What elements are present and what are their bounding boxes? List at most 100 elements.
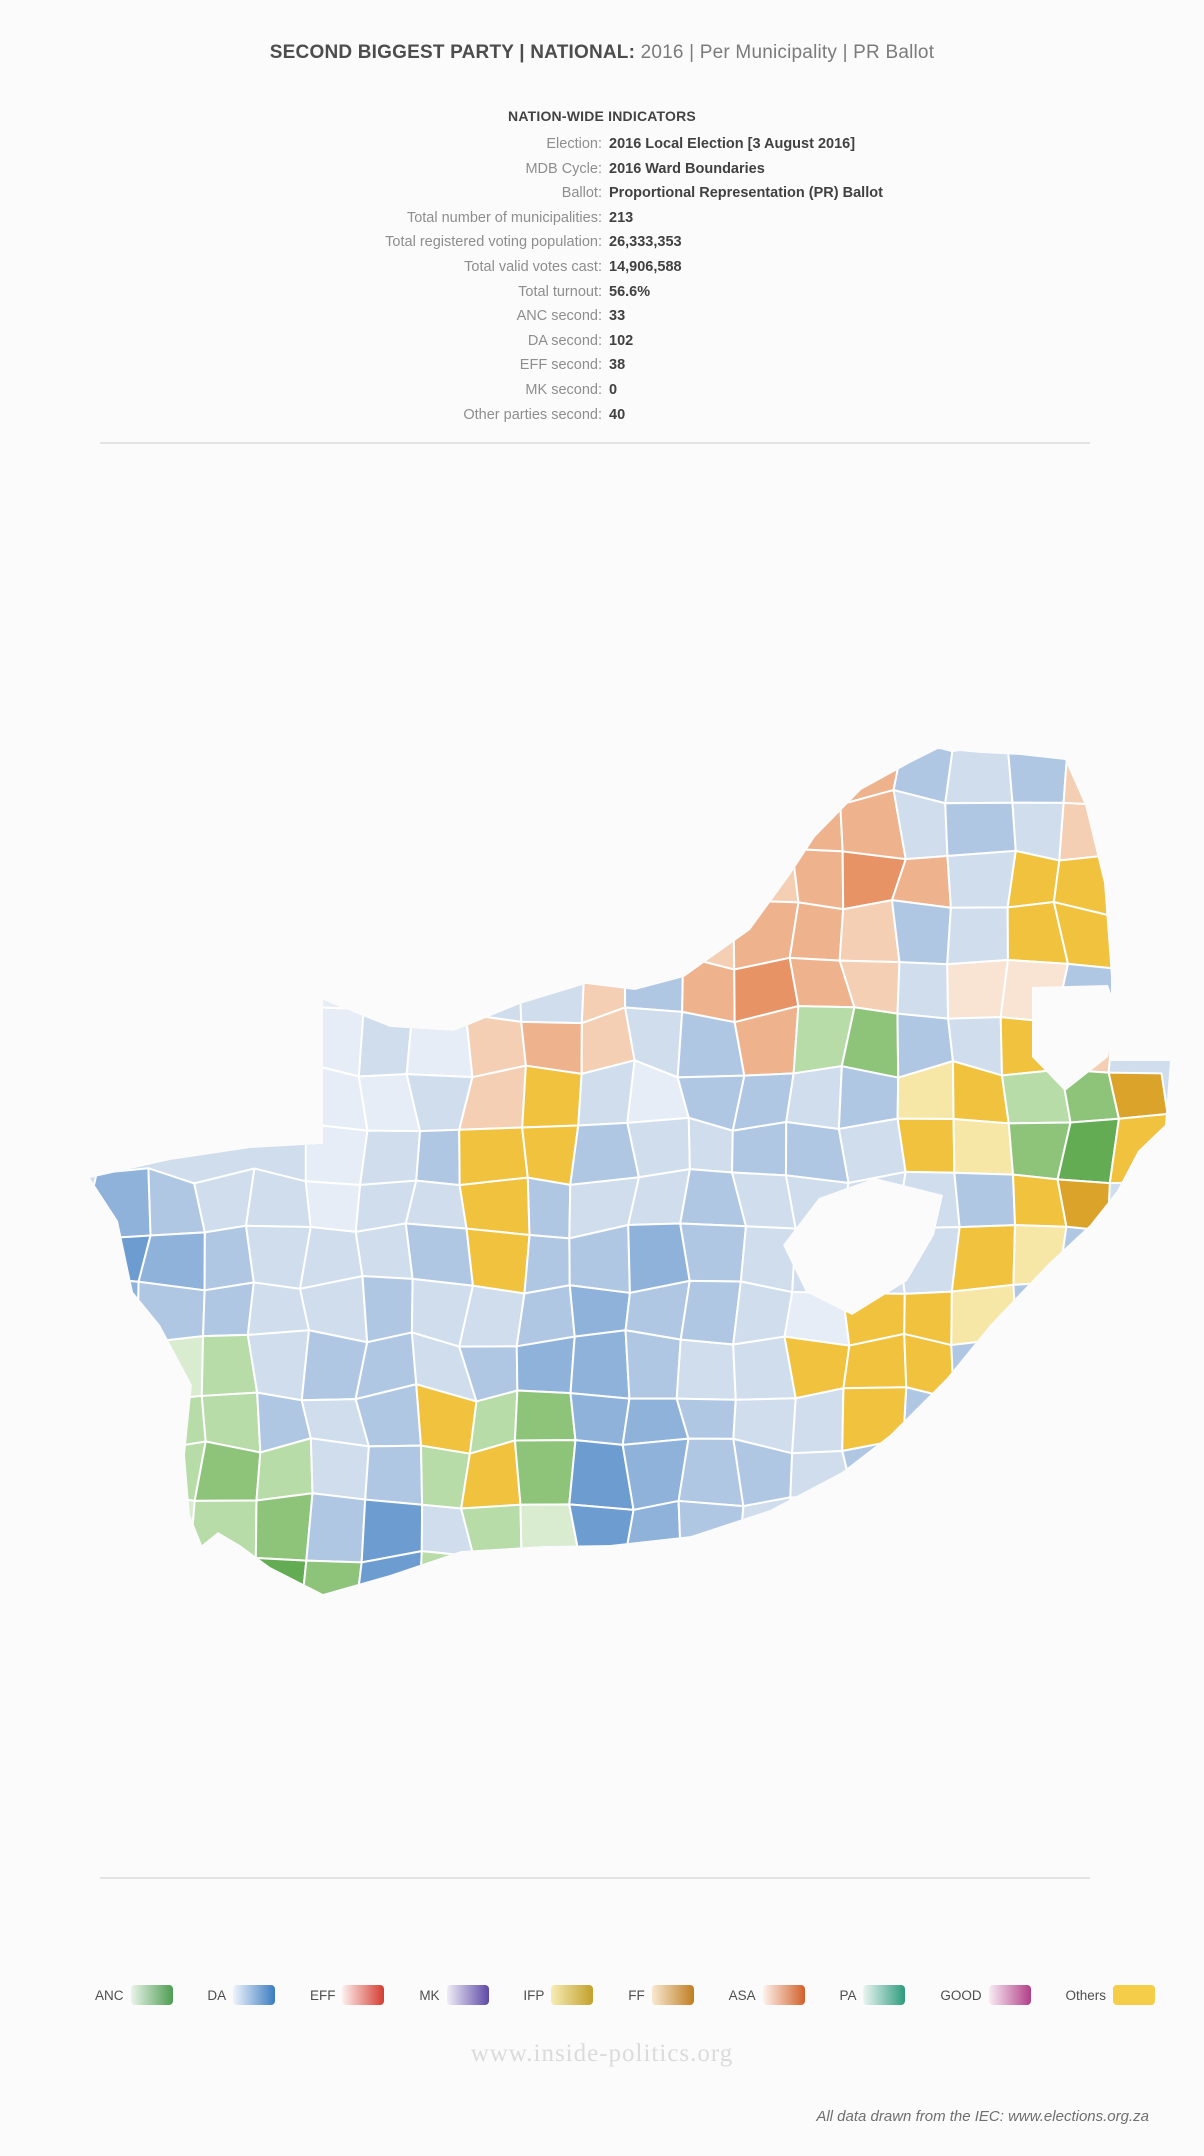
- legend-label: EFF: [309, 1987, 336, 2003]
- municipality-cell: [90, 1167, 152, 1241]
- municipality-cell: [581, 898, 629, 962]
- municipality-cell: [513, 1389, 577, 1442]
- municipality-cell: [518, 959, 586, 1025]
- municipality-cell: [472, 1555, 532, 1594]
- legend-swatch-ff: [651, 1985, 694, 2005]
- municipality-cell: [410, 961, 471, 1024]
- municipality-cell: [688, 852, 737, 902]
- municipality-cell: [791, 847, 845, 911]
- municipality-cell: [732, 847, 800, 904]
- indicator-row: Election: 2016 Local Election [3 August 2…: [0, 132, 1204, 157]
- legend-swatch-ifp: [551, 1985, 594, 2005]
- municipality-cell: [140, 1494, 196, 1553]
- indicator-row: Total number of municipalities: 213: [0, 206, 1204, 231]
- municipality-cell: [90, 1396, 150, 1454]
- indicator-value: 2016 Ward Boundaries: [609, 160, 765, 177]
- municipality-cell: [576, 1546, 632, 1594]
- indicator-row: Total registered voting population: 26,33…: [0, 230, 1204, 255]
- municipality-cell: [361, 1275, 414, 1344]
- municipality-layer: [90, 749, 1170, 1594]
- municipality-cell: [902, 1386, 955, 1442]
- municipality-cell: [625, 1546, 683, 1594]
- legend-swatch-mk: [446, 1985, 489, 2005]
- municipality-cell: [513, 1439, 577, 1506]
- indicator-row: Total turnout: 56.6%: [0, 280, 1204, 305]
- municipality-cell: [679, 1222, 747, 1283]
- indicator-value: 56.6%: [609, 283, 651, 300]
- legend-swatch-pa: [863, 1985, 906, 2005]
- indicators-list: Election: 2016 Local Election [3 August 2…: [0, 132, 1204, 427]
- municipality-cell: [675, 794, 737, 862]
- legend-label: ANC: [95, 1987, 124, 2003]
- indicator-value: 26,333,353: [609, 234, 682, 251]
- indicator-row: Ballot: Proportional Representation (PR) …: [0, 181, 1204, 206]
- municipality-cell: [623, 858, 693, 914]
- municipality-cell: [465, 1227, 531, 1295]
- municipality-cell: [953, 1171, 1017, 1229]
- municipality-cell: [1058, 801, 1111, 862]
- municipality-cell: [1108, 1113, 1169, 1185]
- hole-eswatini: [1032, 985, 1118, 1091]
- legend-label: FF: [628, 1987, 645, 2003]
- municipality-cell: [624, 1329, 682, 1400]
- municipality-cell: [682, 898, 736, 971]
- indicator-label: Election:: [546, 136, 602, 152]
- municipality-cell: [415, 1128, 461, 1187]
- municipality-cell: [202, 1281, 255, 1338]
- municipality-cell: [838, 899, 901, 964]
- indicator-row: DA second: 102: [0, 329, 1204, 354]
- municipality-cell: [1006, 849, 1061, 909]
- municipality-cell: [789, 1496, 855, 1557]
- municipality-cell: [246, 1329, 310, 1402]
- indicator-label: Ballot:: [561, 185, 602, 202]
- legend-item-mk: MK: [419, 1985, 489, 2005]
- municipality-cell: [404, 1179, 468, 1230]
- municipality-cell: [90, 1449, 150, 1497]
- legend-label: GOOD: [940, 1987, 982, 2003]
- municipality-cell: [626, 1116, 691, 1179]
- divider-top: [100, 442, 1090, 444]
- municipality-cell: [136, 1280, 206, 1345]
- municipality-cell: [841, 1386, 908, 1453]
- municipality-cell: [677, 1499, 745, 1556]
- municipality-cell: [521, 1064, 583, 1129]
- municipality-cell: [359, 1129, 422, 1186]
- municipality-cell: [625, 1499, 682, 1556]
- municipality-cell: [458, 1176, 531, 1236]
- indicator-value: 102: [609, 332, 634, 349]
- municipality-cell: [946, 906, 1009, 966]
- watermark: www.inside-politics.org: [470, 2040, 734, 2067]
- municipality-cell: [354, 1222, 414, 1280]
- party-legend: ANC DA EFF MK IFP FF ASA PA GOOD Others: [95, 1985, 1155, 2005]
- municipality-cell: [304, 1122, 369, 1186]
- legend-item-good: GOOD: [940, 1985, 1031, 2005]
- municipality-cell: [515, 1335, 576, 1395]
- indicator-row: Other parties second: 40: [0, 403, 1204, 428]
- municipality-cell: [785, 799, 844, 853]
- municipality-cell: [405, 1013, 474, 1079]
- municipality-cell: [569, 1329, 631, 1400]
- municipality-cell: [300, 1559, 363, 1594]
- municipality-cell: [1056, 1178, 1111, 1232]
- page-title-main: SECOND BIGGEST PARTY | NATIONAL:: [269, 42, 636, 63]
- municipality-cell: [738, 1549, 795, 1594]
- indicator-row: Total valid votes cast: 14,906,588: [0, 255, 1204, 280]
- legend-swatch-da: [233, 1985, 276, 2005]
- municipality-cell: [729, 796, 794, 855]
- legend-label: Others: [1065, 1987, 1106, 2003]
- indicator-row: MK second: 0: [0, 378, 1204, 403]
- municipality-cell: [950, 1283, 1018, 1347]
- legend-item-ff: FF: [628, 1985, 694, 2005]
- indicator-label: Total valid votes cast:: [464, 258, 602, 275]
- legend-label: MK: [419, 1987, 440, 2003]
- municipality-cell: [418, 1550, 475, 1594]
- municipality-cell: [90, 1329, 139, 1403]
- indicator-label: EFF second:: [519, 357, 602, 374]
- indicator-row: MDB Cycle: 2016 Ward Boundaries: [0, 157, 1204, 182]
- municipality-cell: [679, 1549, 744, 1594]
- indicator-value: 213: [609, 209, 634, 226]
- page-title: SECOND BIGGEST PARTY | NATIONAL: 2016 | …: [0, 42, 1204, 64]
- indicator-row: EFF second: 38: [0, 353, 1204, 378]
- indicator-label: Total turnout:: [518, 283, 602, 300]
- municipality-cell: [791, 1387, 845, 1455]
